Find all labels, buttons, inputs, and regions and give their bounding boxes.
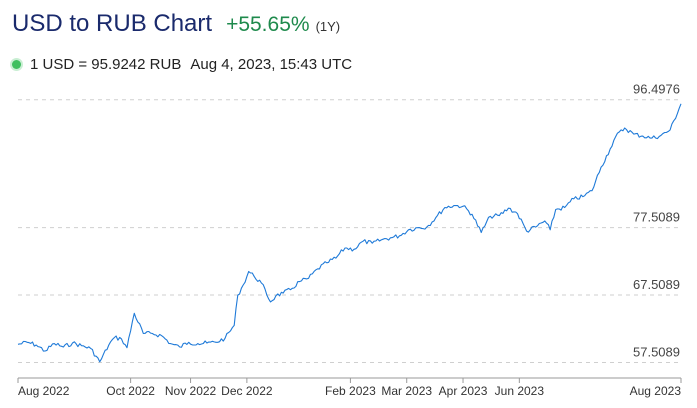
rate-timestamp: Aug 4, 2023, 15:43 UTC (190, 56, 353, 73)
page-title: USD to RUB Chart (12, 10, 213, 37)
x-tick-label: Feb 2023 (325, 384, 376, 398)
rate-line: 1 USD = 95.9242 RUB Aug 4, 2023, 15:43 U… (12, 56, 352, 73)
period-label: (1Y) (315, 19, 341, 34)
x-tick-label: Nov 2022 (165, 384, 217, 398)
x-tick-label: Oct 2022 (106, 384, 155, 398)
x-tick-label: Dec 2022 (221, 384, 273, 398)
change-percent: +55.65% (226, 13, 310, 36)
series-line-usd-rub (17, 103, 682, 363)
y-tick-label: 57.5089 (633, 344, 680, 359)
x-tick-label: Aug 2023 (630, 384, 682, 398)
y-tick-label: 96.4976 (633, 82, 680, 97)
x-tick-label: Apr 2023 (439, 384, 488, 398)
y-tick-label: 77.5089 (633, 210, 680, 225)
y-tick-label: 67.5089 (633, 277, 680, 292)
x-tick-label: Aug 2022 (18, 384, 70, 398)
x-tick-label: Jun 2023 (495, 384, 545, 398)
live-dot-icon (12, 60, 21, 69)
x-tick-label: Mar 2023 (381, 384, 432, 398)
chart-header: USD to RUB Chart +55.65% (1Y) (12, 10, 340, 38)
rate-value: 1 USD = 95.9242 RUB (30, 56, 182, 73)
